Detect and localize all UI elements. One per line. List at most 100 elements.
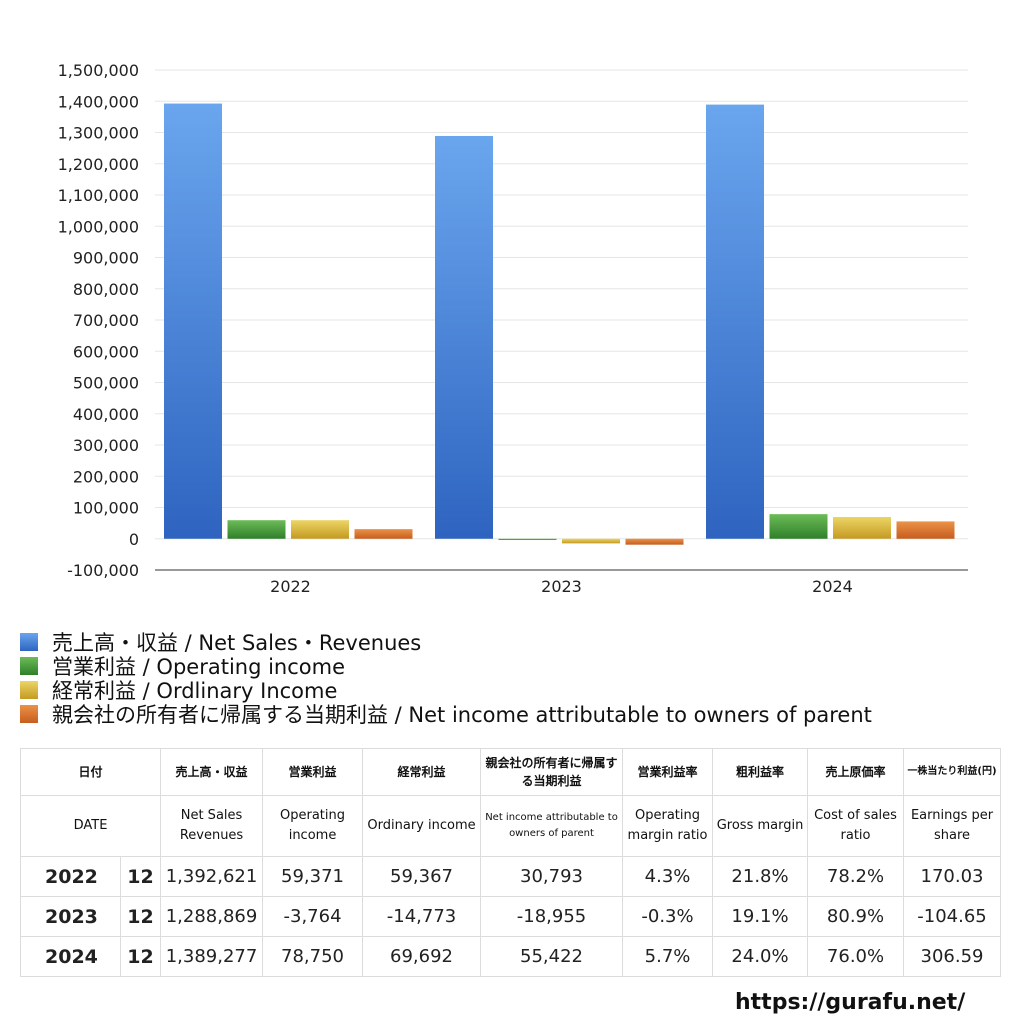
cell-eps: 170.03 xyxy=(903,856,1002,897)
header-eps-en: Earnings per share xyxy=(903,795,1002,857)
y-tick-label: 1,400,000 xyxy=(58,92,139,111)
legend-label-ordinary-income: 経常利益 / Ordlinary Income xyxy=(52,679,338,703)
financial-table: 日付 売上高・収益 営業利益 経常利益 親会社の所有者に帰属する当期利益 営業利… xyxy=(19,748,1002,977)
header-gross-margin-en: Gross margin xyxy=(712,795,809,857)
header-net-income-en: Net income attributable to owners of par… xyxy=(480,795,624,857)
cell-net-income: -18,955 xyxy=(480,896,624,937)
bar-operating-income-2022 xyxy=(227,520,286,539)
header-cost-ratio-jp: 売上原価率 xyxy=(807,748,905,796)
cell-operating-income: 78,750 xyxy=(262,936,364,977)
table-row: 2022 12 1,392,621 59,371 59,367 30,793 4… xyxy=(20,856,1002,897)
legend-item-ordinary-income: 経常利益 / Ordlinary Income xyxy=(20,678,872,703)
y-axis: -100,000 0 100,000 200,000 300,000 400,000 500… xyxy=(58,61,139,580)
bar-net-sales-2022 xyxy=(164,103,222,539)
y-tick-label: 500,000 xyxy=(73,374,139,393)
cell-net-income: 55,422 xyxy=(480,936,624,977)
cell-gross-margin: 21.8% xyxy=(712,856,809,897)
grid-lines xyxy=(155,69,968,571)
y-tick-label: -100,000 xyxy=(67,561,139,580)
header-operating-margin-en: Operating margin ratio xyxy=(622,795,714,857)
site-url[interactable]: https://gurafu.net/ xyxy=(735,990,966,1015)
bar-net-income-parent-2024 xyxy=(896,521,955,539)
cell-year: 2024 xyxy=(20,936,121,977)
cell-cost-ratio: 80.9% xyxy=(807,896,905,937)
legend-item-net-income-parent: 親会社の所有者に帰属する当期利益 / Net income attributab… xyxy=(20,702,872,727)
header-net-sales-en: Net Sales Revenues xyxy=(160,795,264,857)
legend-label-net-income-parent: 親会社の所有者に帰属する当期利益 / Net income attributab… xyxy=(52,703,872,727)
cell-operating-income: 59,371 xyxy=(262,856,364,897)
cell-ordinary-income: 59,367 xyxy=(362,856,482,897)
cell-net-sales: 1,392,621 xyxy=(160,856,264,897)
y-tick-label: 400,000 xyxy=(73,405,139,424)
cell-net-sales: 1,389,277 xyxy=(160,936,264,977)
x-tick-label: 2023 xyxy=(541,577,582,596)
bar-chart: -100,000 0 100,000 200,000 300,000 400,000 500… xyxy=(58,61,968,596)
x-tick-label: 2022 xyxy=(270,577,311,596)
y-tick-label: 1,300,000 xyxy=(58,124,139,143)
cell-ordinary-income: -14,773 xyxy=(362,896,482,937)
legend-label-net-sales: 売上高・収益 / Net Sales・Revenues xyxy=(52,631,422,655)
cell-year: 2022 xyxy=(20,856,121,897)
bar-operating-income-2023 xyxy=(498,538,557,540)
legend-swatch-net-income-parent xyxy=(20,705,38,723)
cell-month: 12 xyxy=(119,856,162,897)
header-cost-ratio-en: Cost of sales ratio xyxy=(807,795,905,857)
cell-month: 12 xyxy=(119,896,162,937)
cell-year: 2023 xyxy=(20,896,121,937)
y-tick-label: 0 xyxy=(129,530,139,549)
legend: 売上高・収益 / Net Sales・Revenues 営業利益 / Opera… xyxy=(20,630,872,727)
legend-label-operating-income: 営業利益 / Operating income xyxy=(52,655,346,679)
y-tick-label: 300,000 xyxy=(73,436,139,455)
bar-ordinary-income-2023 xyxy=(562,538,620,544)
legend-item-net-sales: 売上高・収益 / Net Sales・Revenues xyxy=(20,630,872,655)
cell-gross-margin: 24.0% xyxy=(712,936,809,977)
y-tick-label: 1,200,000 xyxy=(58,155,139,174)
legend-swatch-operating-income xyxy=(20,657,38,675)
y-tick-label: 700,000 xyxy=(73,311,139,330)
y-tick-label: 1,000,000 xyxy=(58,217,139,236)
y-tick-label: 800,000 xyxy=(73,280,139,299)
table-row: 2023 12 1,288,869 -3,764 -14,773 -18,955… xyxy=(20,896,1002,937)
cell-operating-margin: -0.3% xyxy=(622,896,714,937)
table-row: 2024 12 1,389,277 78,750 69,692 55,422 5… xyxy=(20,936,1002,977)
cell-operating-margin: 5.7% xyxy=(622,936,714,977)
cell-cost-ratio: 78.2% xyxy=(807,856,905,897)
cell-net-income: 30,793 xyxy=(480,856,624,897)
header-gross-margin-jp: 粗利益率 xyxy=(712,748,809,796)
y-tick-label: 1,100,000 xyxy=(58,186,139,205)
cell-eps: -104.65 xyxy=(903,896,1002,937)
header-operating-income-en: Operating income xyxy=(262,795,364,857)
bar-ordinary-income-2024 xyxy=(833,516,891,539)
header-operating-margin-jp: 営業利益率 xyxy=(622,748,714,796)
bar-net-sales-2024 xyxy=(706,104,764,539)
cell-operating-income: -3,764 xyxy=(262,896,364,937)
legend-swatch-ordinary-income xyxy=(20,681,38,699)
header-date-en: DATE xyxy=(19,795,162,857)
header-ordinary-income-en: Ordinary income xyxy=(362,795,482,857)
bar-ordinary-income-2022 xyxy=(291,520,349,539)
bar-net-sales-2023 xyxy=(435,135,493,539)
y-tick-label: 100,000 xyxy=(73,499,139,518)
legend-swatch-net-sales xyxy=(20,633,38,651)
y-tick-label: 900,000 xyxy=(73,249,139,268)
table-header-jp: 日付 売上高・収益 営業利益 経常利益 親会社の所有者に帰属する当期利益 営業利… xyxy=(19,748,1002,796)
cell-net-sales: 1,288,869 xyxy=(160,896,264,937)
y-tick-label: 600,000 xyxy=(73,342,139,361)
bar-net-income-parent-2022 xyxy=(354,529,413,539)
cell-cost-ratio: 76.0% xyxy=(807,936,905,977)
header-eps-jp: 一株当たり利益(円) xyxy=(903,748,1002,796)
bar-net-income-parent-2023 xyxy=(625,538,684,545)
header-ordinary-income-jp: 経常利益 xyxy=(362,748,482,796)
cell-gross-margin: 19.1% xyxy=(712,896,809,937)
y-tick-label: 200,000 xyxy=(73,467,139,486)
table-header-en: DATE Net Sales Revenues Operating income… xyxy=(19,795,1002,857)
bars xyxy=(164,103,955,545)
header-operating-income-jp: 営業利益 xyxy=(262,748,364,796)
header-net-sales-jp: 売上高・収益 xyxy=(160,748,264,796)
x-tick-label: 2024 xyxy=(812,577,853,596)
header-net-income-jp: 親会社の所有者に帰属する当期利益 xyxy=(480,748,624,796)
cell-eps: 306.59 xyxy=(903,936,1002,977)
x-axis: 2022 2023 2024 xyxy=(270,577,853,596)
cell-month: 12 xyxy=(119,936,162,977)
cell-ordinary-income: 69,692 xyxy=(362,936,482,977)
